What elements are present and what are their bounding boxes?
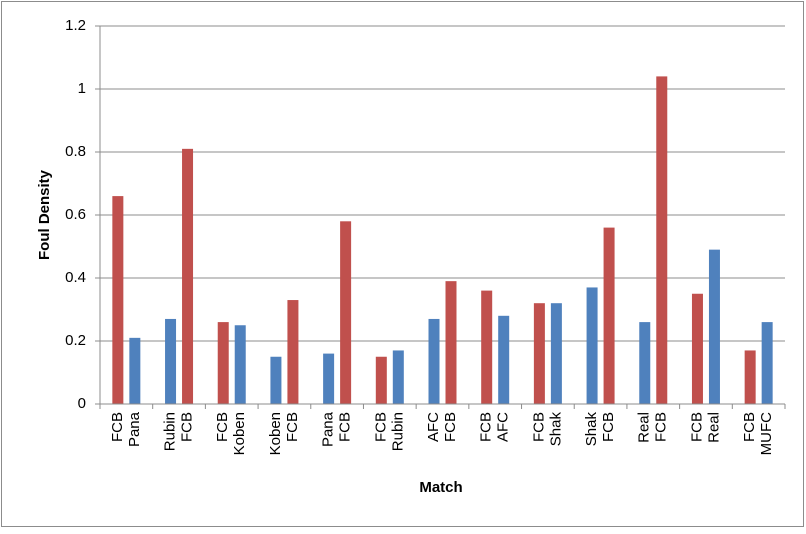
bar xyxy=(217,322,229,404)
bar xyxy=(392,350,404,404)
y-tick-label: 1.2 xyxy=(65,17,86,34)
bar xyxy=(182,148,194,404)
x-tick-label: FCB xyxy=(372,412,389,442)
bar xyxy=(287,300,299,404)
y-tick-label: 0.6 xyxy=(65,206,86,223)
bar xyxy=(323,353,335,404)
y-tick-label: 0.8 xyxy=(65,143,86,160)
bar xyxy=(445,281,457,404)
bar xyxy=(340,221,352,404)
bar xyxy=(533,303,545,404)
bar xyxy=(375,356,387,404)
bar xyxy=(691,293,703,404)
x-tick-label: FCB xyxy=(109,412,126,442)
bar xyxy=(270,356,282,404)
x-tick-label: FCB xyxy=(478,412,495,442)
bar xyxy=(428,318,440,404)
y-tick-label: 1 xyxy=(78,80,86,97)
bar xyxy=(603,227,615,404)
x-tick-label: FCB xyxy=(337,412,354,442)
bar xyxy=(708,249,720,404)
bar xyxy=(656,76,668,405)
x-tick-label: Shak xyxy=(583,412,600,447)
x-tick-label: FCB xyxy=(284,412,301,442)
x-tick-label: Rubin xyxy=(162,412,179,451)
y-tick-label: 0.4 xyxy=(65,269,86,286)
x-tick-label: Real xyxy=(636,412,653,443)
x-tick-label: FCB xyxy=(688,412,705,442)
x-tick-label: Rubin xyxy=(389,412,406,451)
x-tick-label: FCB xyxy=(530,412,547,442)
x-tick-label: MUFC xyxy=(758,412,775,455)
bar xyxy=(550,303,562,404)
bar xyxy=(498,315,510,404)
x-tick-label: FCB xyxy=(741,412,758,442)
bar xyxy=(112,196,124,404)
y-tick-label: 0 xyxy=(78,395,86,412)
x-tick-label: FCB xyxy=(600,412,617,442)
x-tick-label: Koben xyxy=(231,412,248,455)
bar xyxy=(639,322,651,404)
bar xyxy=(234,325,246,404)
y-axis-title: Foul Density xyxy=(36,169,53,260)
x-tick-label: FCB xyxy=(179,412,196,442)
bar xyxy=(744,350,756,404)
bar xyxy=(481,290,493,404)
x-tick-label: AFC xyxy=(425,412,442,442)
x-tick-label: Koben xyxy=(267,412,284,455)
bar xyxy=(165,318,177,404)
x-tick-label: Shak xyxy=(547,412,564,447)
x-tick-label: FCB xyxy=(442,412,459,442)
x-tick-label: FCB xyxy=(214,412,231,442)
x-axis-title: Match xyxy=(419,479,462,496)
x-tick-label: AFC xyxy=(495,412,512,442)
bar xyxy=(586,287,598,404)
x-tick-label: FCB xyxy=(653,412,670,442)
x-tick-label: Real xyxy=(705,412,722,443)
x-tick-label: Pana xyxy=(126,411,143,447)
bar xyxy=(129,337,141,404)
y-tick-label: 0.2 xyxy=(65,332,86,349)
x-tick-label: Pana xyxy=(320,411,337,447)
bar xyxy=(761,322,773,404)
